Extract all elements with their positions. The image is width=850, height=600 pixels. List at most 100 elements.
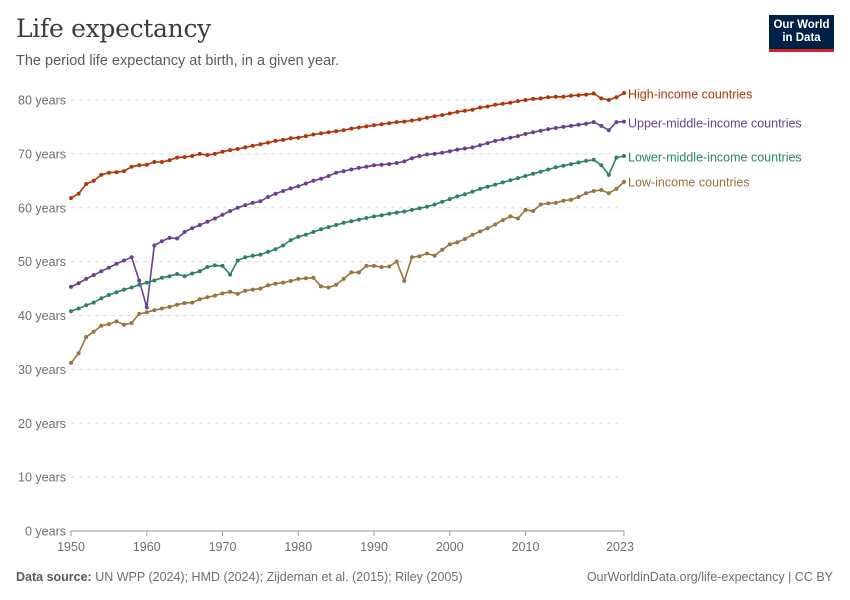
data-point[interactable] bbox=[197, 223, 202, 227]
data-point[interactable] bbox=[440, 150, 445, 155]
data-point[interactable] bbox=[569, 197, 573, 202]
data-point[interactable] bbox=[296, 276, 301, 281]
data-point[interactable] bbox=[546, 167, 551, 172]
data-point[interactable] bbox=[614, 186, 619, 191]
owid-logo[interactable]: Our World in Data bbox=[769, 15, 834, 52]
data-point[interactable] bbox=[91, 273, 96, 278]
data-point[interactable] bbox=[508, 178, 513, 183]
data-point[interactable] bbox=[334, 282, 339, 287]
data-point[interactable] bbox=[84, 276, 89, 281]
data-point[interactable] bbox=[584, 121, 589, 126]
data-point[interactable] bbox=[515, 176, 520, 181]
data-point[interactable] bbox=[250, 287, 255, 292]
data-point[interactable] bbox=[500, 101, 505, 106]
data-point[interactable] bbox=[137, 311, 142, 316]
data-point[interactable] bbox=[91, 178, 96, 183]
data-point[interactable] bbox=[553, 165, 558, 170]
data-point[interactable] bbox=[538, 169, 543, 174]
data-point[interactable] bbox=[432, 114, 437, 119]
data-point[interactable] bbox=[379, 122, 384, 127]
data-point[interactable] bbox=[546, 95, 551, 100]
data-point[interactable] bbox=[205, 265, 210, 269]
data-point[interactable] bbox=[425, 204, 429, 209]
data-point[interactable] bbox=[99, 172, 104, 177]
data-point[interactable] bbox=[258, 252, 263, 257]
data-point[interactable] bbox=[258, 199, 263, 204]
data-point[interactable] bbox=[364, 263, 369, 268]
data-point[interactable] bbox=[440, 199, 445, 204]
data-point[interactable] bbox=[606, 128, 611, 133]
data-point[interactable] bbox=[84, 335, 89, 339]
data-point[interactable] bbox=[584, 158, 589, 163]
data-point[interactable] bbox=[311, 178, 316, 183]
data-point[interactable] bbox=[606, 191, 611, 196]
data-point[interactable] bbox=[106, 265, 111, 270]
data-point[interactable] bbox=[576, 93, 581, 98]
data-point[interactable] bbox=[69, 284, 73, 289]
data-point[interactable] bbox=[311, 132, 316, 137]
data-point[interactable] bbox=[190, 226, 195, 231]
series-line[interactable] bbox=[70, 155, 625, 312]
data-point[interactable] bbox=[220, 263, 225, 268]
data-point[interactable] bbox=[235, 291, 240, 296]
data-point[interactable] bbox=[197, 297, 202, 302]
data-point[interactable] bbox=[561, 198, 566, 203]
data-point[interactable] bbox=[417, 206, 422, 211]
data-point[interactable] bbox=[455, 147, 460, 152]
series-line[interactable] bbox=[70, 92, 625, 199]
data-point[interactable] bbox=[137, 163, 142, 168]
data-point[interactable] bbox=[106, 322, 111, 327]
data-point[interactable] bbox=[114, 170, 119, 175]
data-point[interactable] bbox=[243, 288, 248, 293]
data-point[interactable] bbox=[122, 322, 126, 327]
data-point[interactable] bbox=[212, 263, 217, 268]
data-point[interactable] bbox=[152, 278, 157, 283]
data-point[interactable] bbox=[538, 128, 543, 133]
data-point[interactable] bbox=[296, 184, 301, 189]
data-point[interactable] bbox=[614, 120, 619, 125]
data-point[interactable] bbox=[319, 131, 323, 136]
data-point[interactable] bbox=[137, 278, 142, 283]
data-point[interactable] bbox=[129, 255, 134, 260]
data-point[interactable] bbox=[144, 305, 149, 310]
data-point[interactable] bbox=[266, 249, 270, 254]
data-point[interactable] bbox=[266, 283, 270, 288]
data-point[interactable] bbox=[493, 102, 498, 107]
data-point[interactable] bbox=[455, 194, 460, 199]
data-point[interactable] bbox=[273, 281, 278, 286]
data-point[interactable] bbox=[372, 214, 376, 219]
data-point[interactable] bbox=[364, 124, 369, 129]
data-point[interactable] bbox=[250, 200, 255, 205]
series-label[interactable]: High-income countries bbox=[628, 88, 752, 102]
data-point[interactable] bbox=[76, 191, 81, 196]
data-point[interactable] bbox=[553, 94, 558, 99]
data-point[interactable] bbox=[364, 164, 369, 169]
data-point[interactable] bbox=[356, 125, 361, 130]
data-point[interactable] bbox=[379, 162, 384, 167]
data-point[interactable] bbox=[508, 100, 513, 105]
data-point[interactable] bbox=[182, 274, 187, 279]
data-point[interactable] bbox=[319, 284, 323, 289]
data-point[interactable] bbox=[546, 127, 551, 132]
data-point[interactable] bbox=[425, 115, 429, 120]
data-point[interactable] bbox=[402, 279, 407, 283]
data-point[interactable] bbox=[493, 182, 498, 187]
data-point[interactable] bbox=[402, 119, 407, 124]
data-point[interactable] bbox=[515, 216, 520, 221]
data-point[interactable] bbox=[235, 258, 240, 263]
data-point[interactable] bbox=[122, 287, 126, 292]
data-point[interactable] bbox=[175, 155, 180, 160]
data-point[interactable] bbox=[531, 96, 536, 101]
data-point[interactable] bbox=[485, 141, 490, 146]
data-point[interactable] bbox=[159, 239, 164, 244]
data-point[interactable] bbox=[599, 188, 604, 192]
data-point[interactable] bbox=[144, 280, 149, 285]
data-point[interactable] bbox=[205, 219, 210, 224]
data-point[interactable] bbox=[599, 96, 604, 101]
data-point[interactable] bbox=[425, 251, 429, 256]
data-point[interactable] bbox=[99, 269, 104, 274]
data-point[interactable] bbox=[129, 164, 134, 169]
data-point[interactable] bbox=[440, 113, 445, 118]
data-point[interactable] bbox=[470, 145, 475, 150]
data-point[interactable] bbox=[447, 242, 452, 247]
